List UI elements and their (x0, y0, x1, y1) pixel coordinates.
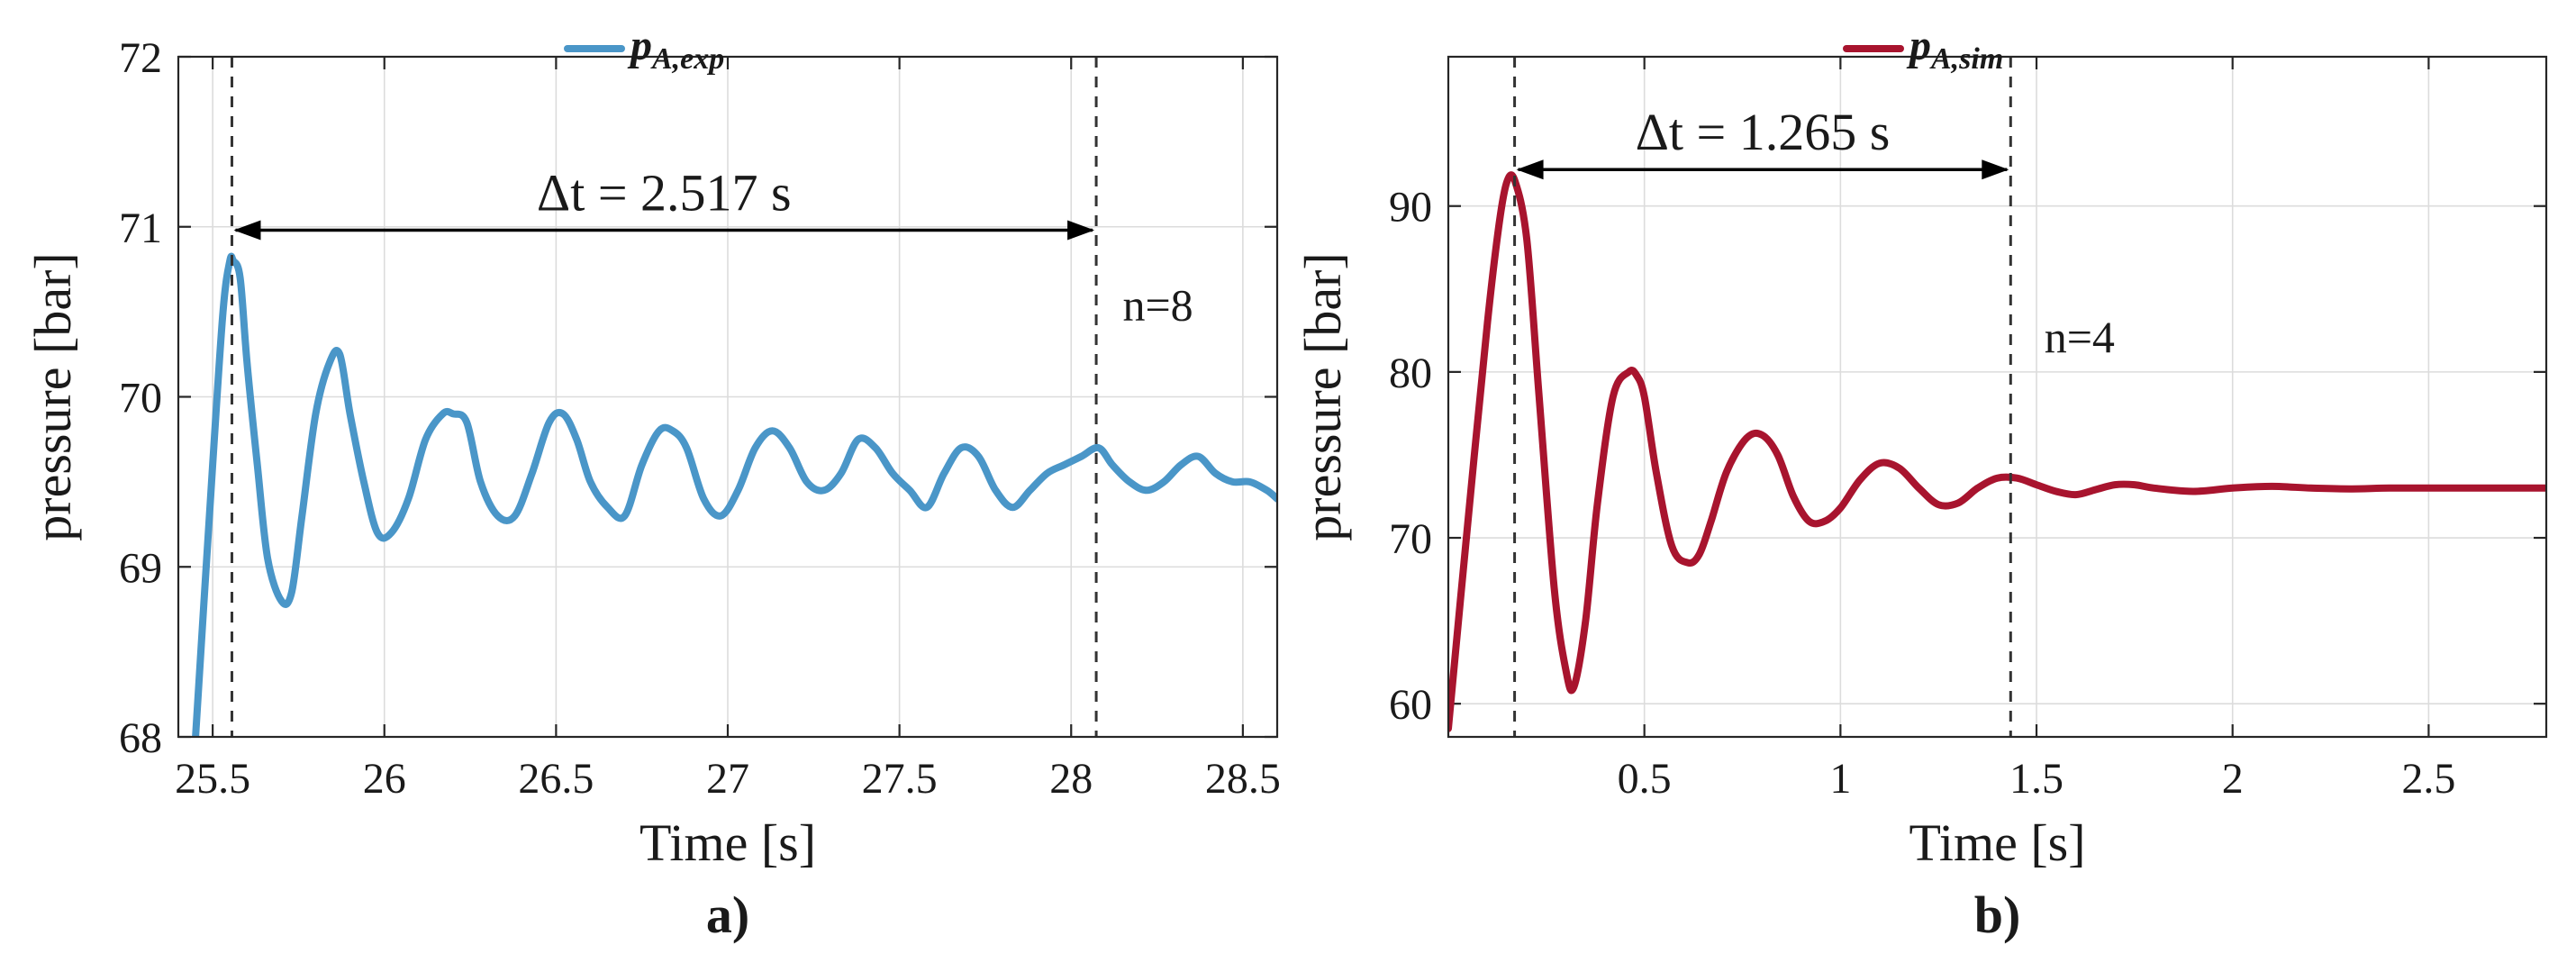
legend-label: pA,exp (627, 22, 724, 76)
x-tick-label: 28.5 (1205, 755, 1281, 803)
x-tick-label: 1.5 (2009, 755, 2064, 803)
y-axis-label: pressure [bar] (1293, 252, 1352, 541)
y-tick-label: 90 (1389, 184, 1432, 232)
series-line (192, 252, 1277, 737)
axes-frame (1447, 55, 2548, 739)
x-tick-label: 26 (363, 755, 406, 803)
period-count-label: n=8 (1122, 280, 1193, 331)
x-tick-label: 27 (706, 755, 749, 803)
y-tick-label: 69 (119, 544, 162, 592)
period-count-label: n=4 (2045, 312, 2115, 362)
x-tick-label: 25.5 (175, 755, 250, 803)
arrowhead-right (1067, 220, 1095, 241)
series-line (1448, 171, 2546, 732)
x-tick-label: 28 (1049, 755, 1093, 803)
delta-t-label: Δt = 2.517 s (537, 164, 792, 223)
y-axis-label: pressure [bar] (23, 252, 82, 541)
panel-label: a) (706, 886, 749, 944)
y-tick-label: 70 (119, 375, 162, 422)
delta-t-label: Δt = 1.265 s (1636, 103, 1891, 161)
axes-frame (177, 55, 1279, 739)
x-tick-label: 1 (1829, 755, 1851, 803)
panel-b-chart: 0.5 1 1.5 2 2.5 60 70 80 90 Δt = 1.265 s n=4 Time [… (1293, 22, 2548, 944)
y-tick-label: 80 (1389, 350, 1432, 397)
arrowhead-right (1982, 159, 2009, 180)
panel-label: b) (1974, 886, 2021, 944)
x-tick-label: 27.5 (862, 755, 938, 803)
y-tick-label: 72 (119, 34, 162, 82)
arrowhead-left (1516, 159, 1544, 180)
x-tick-label: 2.5 (2401, 755, 2455, 803)
x-tick-label: 2 (2222, 755, 2244, 803)
legend-label: pA,sim (1906, 22, 2003, 76)
x-axis-label: Time [s] (639, 813, 816, 872)
x-tick-label: 0.5 (1618, 755, 1672, 803)
y-tick-label: 71 (119, 204, 162, 252)
x-tick-label: 26.5 (518, 755, 594, 803)
y-tick-label: 68 (119, 714, 162, 762)
panel-a-chart: 25.5 26 26.5 27 27.5 28 28.5 68 69 70 71 72 Δt = 2.5… (23, 22, 1281, 944)
arrowhead-left (233, 220, 261, 241)
y-tick-label: 60 (1389, 681, 1432, 729)
x-axis-label: Time [s] (1909, 813, 2085, 872)
y-tick-label: 70 (1389, 515, 1432, 563)
